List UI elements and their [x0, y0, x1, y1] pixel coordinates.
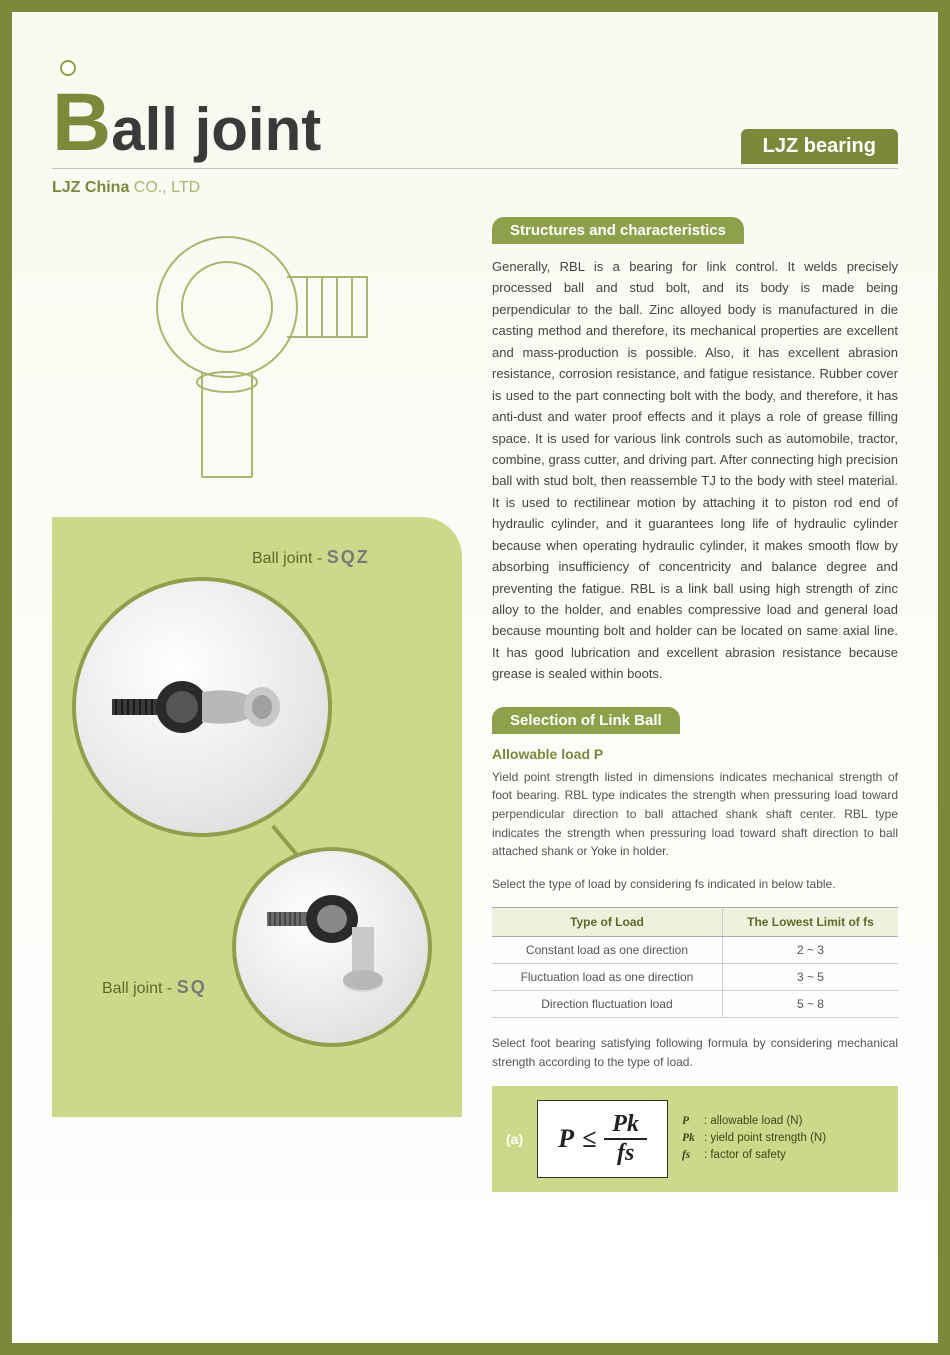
formula-lhs: P [558, 1124, 574, 1154]
title-rest: all joint [111, 96, 321, 163]
brand-badge: LJZ bearing [741, 129, 898, 164]
formula-fraction: Pk fs [604, 1111, 647, 1167]
legend-row: fs: factor of safety [682, 1147, 826, 1164]
page-title: Ball joint [52, 82, 321, 164]
sq-part-icon [257, 872, 407, 1022]
formula-denominator: fs [609, 1140, 642, 1167]
company-name: LJZ China CO., LTD [52, 179, 898, 197]
legend-sym: fs [682, 1147, 704, 1164]
table-row: Direction fluctuation load 5 ~ 8 [492, 991, 898, 1018]
page: Ball joint LJZ bearing LJZ China CO., LT… [0, 0, 950, 1355]
title-row: Ball joint LJZ bearing [52, 82, 898, 169]
right-column: Structures and characteristics Generally… [492, 217, 898, 1192]
content-area: Ball joint - SQZ [52, 217, 898, 1192]
label-prefix: Ball joint - [252, 550, 327, 567]
selection-intro: Yield point strength listed in dimension… [492, 768, 898, 861]
ball-joint-outline-icon [107, 217, 407, 497]
table-cell: Constant load as one direction [492, 937, 722, 964]
product-label-sqz: Ball joint - SQZ [252, 547, 370, 568]
company-main: LJZ China [52, 179, 129, 196]
formula-label: (a) [506, 1131, 523, 1147]
formula-numerator: Pk [604, 1111, 647, 1140]
table-header: The Lowest Limit of fs [722, 908, 898, 937]
post-table-text: Select foot bearing satisfying following… [492, 1034, 898, 1071]
allowable-load-heading: Allowable load P [492, 746, 898, 762]
section-header-structures: Structures and characteristics [492, 217, 744, 244]
sqz-part-icon [102, 647, 302, 767]
formula: P ≤ Pk fs [537, 1100, 668, 1178]
company-suffix: CO., LTD [134, 179, 200, 196]
table-row: Constant load as one direction 2 ~ 3 [492, 937, 898, 964]
table-row: Fluctuation load as one direction 3 ~ 5 [492, 964, 898, 991]
legend-desc: : allowable load (N) [704, 1115, 802, 1127]
title-initial: B [52, 77, 111, 168]
legend-sym: P [682, 1113, 704, 1130]
table-cell: 5 ~ 8 [722, 991, 898, 1018]
table-cell: 3 ~ 5 [722, 964, 898, 991]
legend-row: Pk: yield point strength (N) [682, 1130, 826, 1147]
table-cell: Direction fluctuation load [492, 991, 722, 1018]
line-diagram [107, 217, 407, 497]
product-image-sq [232, 847, 432, 1047]
selection-note: Select the type of load by considering f… [492, 875, 898, 894]
left-column: Ball joint - SQZ [52, 217, 462, 1192]
formula-op: ≤ [582, 1124, 596, 1154]
table-cell: 2 ~ 3 [722, 937, 898, 964]
product-image-sqz [72, 577, 332, 837]
table-cell: Fluctuation load as one direction [492, 964, 722, 991]
table-header: Type of Load [492, 908, 722, 937]
legend-sym: Pk [682, 1130, 704, 1147]
label-code: SQZ [327, 547, 370, 567]
formula-box: (a) P ≤ Pk fs P: allowable load (N) Pk: … [492, 1086, 898, 1192]
label-prefix: Ball joint - [102, 980, 177, 997]
product-panel: Ball joint - SQZ [52, 517, 462, 1117]
structures-body: Generally, RBL is a bearing for link con… [492, 256, 898, 685]
product-label-sq: Ball joint - SQ [102, 977, 207, 998]
load-table: Type of Load The Lowest Limit of fs Cons… [492, 907, 898, 1018]
legend-desc: : yield point strength (N) [704, 1132, 826, 1144]
corner-ornament [60, 60, 76, 76]
legend-desc: : factor of safety [704, 1149, 786, 1161]
section-header-selection: Selection of Link Ball [492, 707, 680, 734]
legend-row: P: allowable load (N) [682, 1113, 826, 1130]
formula-legend: P: allowable load (N) Pk: yield point st… [682, 1113, 826, 1165]
table-header-row: Type of Load The Lowest Limit of fs [492, 908, 898, 937]
label-code: SQ [177, 977, 207, 997]
